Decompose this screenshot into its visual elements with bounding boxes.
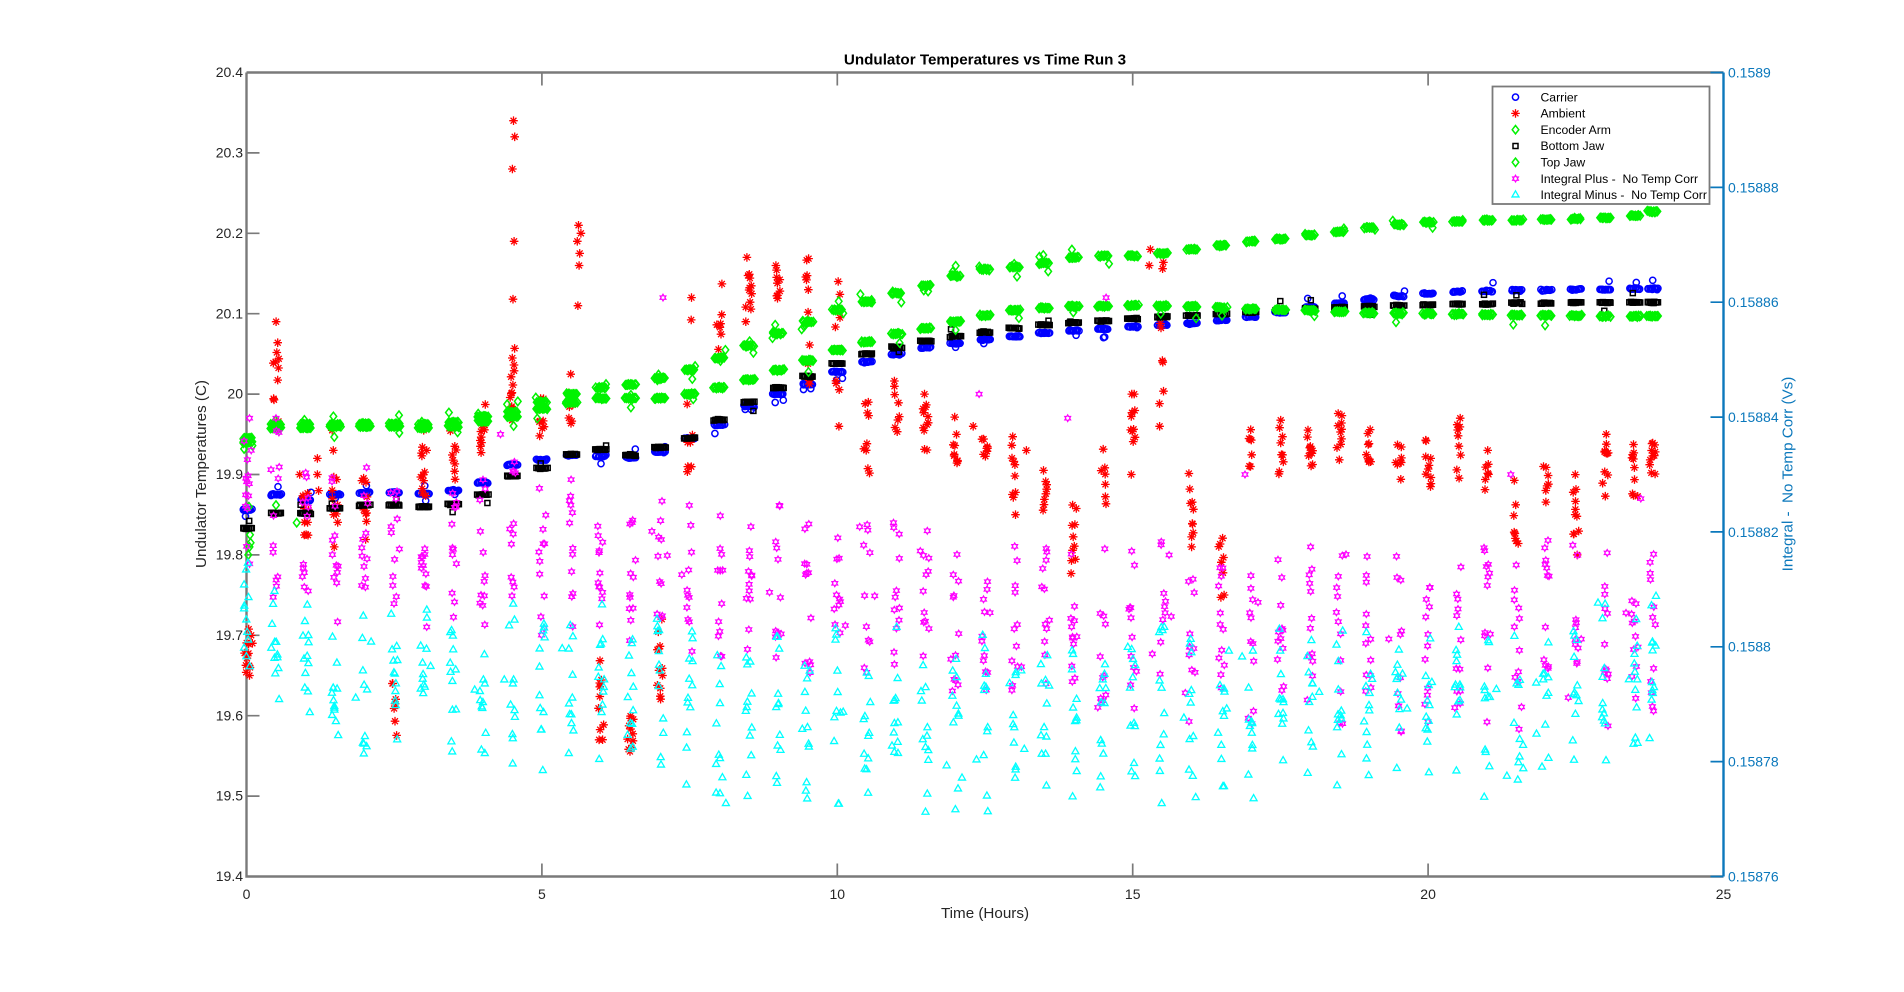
svg-text:0.15876: 0.15876	[1728, 868, 1779, 884]
svg-text:19.9: 19.9	[216, 466, 243, 482]
svg-text:19.7: 19.7	[216, 627, 243, 643]
svg-text:25: 25	[1716, 886, 1732, 902]
svg-text:Ambient: Ambient	[1541, 107, 1586, 121]
svg-text:0.15878: 0.15878	[1728, 754, 1779, 770]
svg-text:10: 10	[830, 886, 846, 902]
svg-text:Integral - No Temp Corr (Vs): Integral - No Temp Corr (Vs)	[1780, 377, 1797, 572]
svg-text:20: 20	[227, 386, 243, 402]
svg-text:0.15882: 0.15882	[1728, 524, 1779, 540]
svg-text:0: 0	[243, 886, 251, 902]
svg-text:Bottom Jaw: Bottom Jaw	[1541, 139, 1605, 153]
svg-text:Time (Hours): Time (Hours)	[941, 905, 1029, 922]
svg-text:20.2: 20.2	[216, 225, 243, 241]
svg-text:0.1588: 0.1588	[1728, 639, 1771, 655]
svg-text:19.4: 19.4	[216, 868, 243, 884]
svg-text:19.8: 19.8	[216, 547, 243, 563]
svg-text:5: 5	[538, 886, 546, 902]
svg-text:Carrier: Carrier	[1541, 90, 1578, 104]
svg-text:Top Jaw: Top Jaw	[1541, 156, 1586, 170]
svg-text:Undulator Temperatures (C): Undulator Temperatures (C)	[193, 380, 210, 568]
svg-text:Undulator Temperatures vs Time: Undulator Temperatures vs Time Run 3	[844, 52, 1126, 69]
svg-text:0.15886: 0.15886	[1728, 294, 1779, 310]
svg-text:20.1: 20.1	[216, 305, 243, 321]
svg-text:20.3: 20.3	[216, 145, 243, 161]
svg-text:Integral Minus - No Temp Corr: Integral Minus - No Temp Corr	[1541, 188, 1707, 202]
svg-text:Encoder Arm: Encoder Arm	[1541, 123, 1611, 137]
svg-text:15: 15	[1125, 886, 1141, 902]
svg-text:20.4: 20.4	[216, 64, 243, 80]
svg-text:0.1589: 0.1589	[1728, 64, 1771, 80]
svg-text:Integral Plus - No Temp Corr: Integral Plus - No Temp Corr	[1541, 172, 1699, 186]
svg-text:19.5: 19.5	[216, 788, 243, 804]
svg-text:20: 20	[1420, 886, 1436, 902]
svg-text:0.15888: 0.15888	[1728, 179, 1779, 195]
svg-text:0.15884: 0.15884	[1728, 409, 1779, 425]
svg-text:19.6: 19.6	[216, 707, 243, 723]
